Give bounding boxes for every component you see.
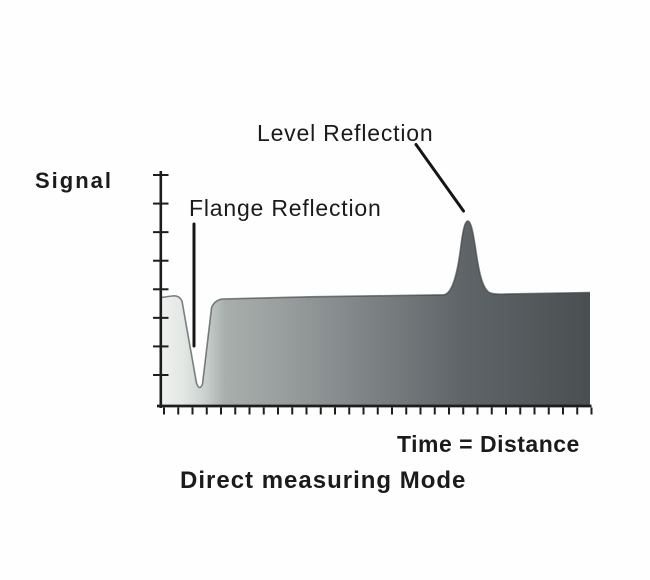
x-axis-label: Time = Distance — [397, 431, 580, 457]
level-pointer-line — [414, 143, 465, 213]
level-reflection-annotation: Level Reflection — [257, 120, 434, 146]
signal-area — [161, 221, 590, 406]
y-axis-ticks — [153, 174, 169, 376]
flange-reflection-annotation: Flange Reflection — [189, 195, 382, 221]
signal-topline — [160, 220, 591, 389]
figure-caption: Direct measuring Mode — [180, 467, 467, 494]
y-axis-label: Signal — [35, 168, 114, 193]
x-axis-ticks — [163, 407, 593, 415]
